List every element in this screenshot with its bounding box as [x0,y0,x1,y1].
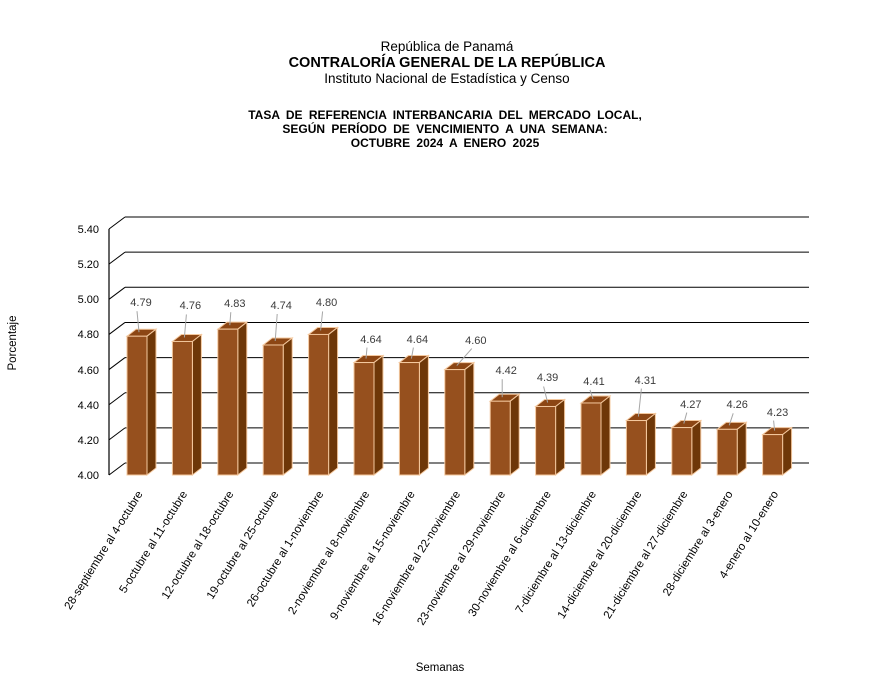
bar [625,420,647,476]
leader-line [320,311,324,331]
bar [671,427,693,476]
leader-line [637,388,642,417]
leader-line [543,386,549,403]
bar-side-face [645,412,656,477]
bar-side-face [418,354,429,477]
axis-tick-slant [108,216,126,230]
bar-side-face [328,326,339,477]
leader-line [683,412,688,424]
bar [716,428,738,476]
axis-tick-slant [108,286,126,300]
bar-side-face [600,394,611,477]
leader-line [365,347,368,359]
bar [126,335,148,476]
bar [762,434,784,476]
bar-side-face [782,426,793,477]
bar [398,362,420,476]
bar-side-face [373,354,384,477]
bar [489,400,511,476]
leader-line [589,389,594,400]
leader-line [183,314,187,338]
bar [580,402,602,476]
leader-line [274,313,278,342]
leader-line [410,347,414,359]
bar [444,369,466,476]
axis-tick-slant [108,427,126,441]
chart-title-line-3: OCTUBRE 2024 A ENERO 2025 [350,136,540,150]
bar-side-face [509,393,520,477]
bar-side-face [464,361,475,477]
bar-side-face [282,336,293,477]
bar-side-face [146,328,157,477]
axis-tick-slant [108,322,126,335]
bar [353,362,375,476]
bar-side-face [237,321,248,477]
bar [262,344,284,476]
bar [217,328,239,476]
x-axis-title: Semanas [415,662,465,674]
chart-title-line-2: SEGÚN PERÍODO DE VENCIMIENTO A UNA SEMAN… [282,122,608,136]
axis-tick-slant [108,251,126,265]
chart-title: TASA DE REFERENCIA INTERBANCARIA DEL MER… [4,108,882,150]
bar-side-face [191,333,202,477]
report-header: República de Panamá CONTRALORÍA GENERAL … [6,39,882,87]
leader-line [456,348,473,366]
bar-side-face [691,419,702,477]
leader-line [136,311,140,333]
chart-title-line-1: TASA DE REFERENCIA INTERBANCARIA DEL MER… [248,108,642,122]
axis-tick-slant [108,392,126,406]
axis-tick-slant [108,357,126,370]
bar [535,405,557,476]
leader-line [773,420,776,431]
leader-line [229,312,232,326]
leader-line [728,413,734,426]
bar [171,340,193,476]
header-line-2: CONTRALORÍA GENERAL DE LA REPÚBLICA [288,55,606,71]
bar-side-face [736,421,747,477]
header-line-1: República de Panamá [380,39,514,54]
bar-side-face [555,398,566,477]
axis-tick-slant [108,462,126,476]
header-line-3: Instituto Nacional de Estadística y Cens… [324,71,570,86]
bar [308,333,330,476]
